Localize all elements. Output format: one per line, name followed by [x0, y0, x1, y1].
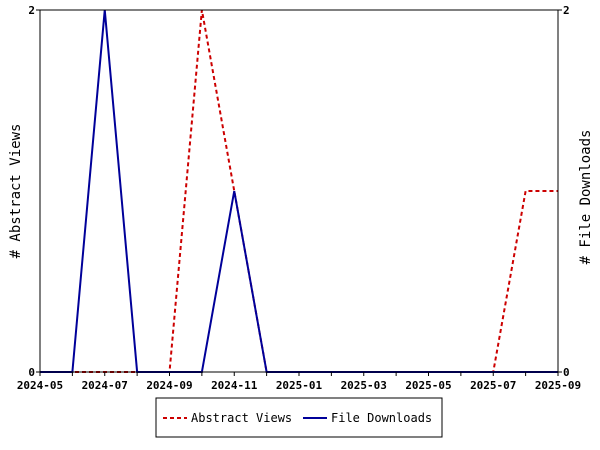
legend-box [155, 397, 443, 438]
x-tick-label: 2024-05 [17, 379, 63, 392]
legend: Abstract Views File Downloads [155, 397, 443, 438]
y-right-tick-label: 2 [563, 4, 570, 17]
series-line-abstract-views [40, 9, 558, 373]
x-tick-label: 2025-05 [405, 379, 451, 392]
plot-area [39, 9, 559, 373]
y-left-tick-label: 2 [28, 4, 35, 17]
y-right-axis-title: # File Downloads [578, 130, 594, 265]
series-layer [40, 9, 558, 373]
x-tick-label: 2024-11 [211, 379, 258, 392]
x-tick-label: 2025-07 [470, 379, 516, 392]
y-right-tick-label: 0 [563, 366, 570, 379]
x-tick-label: 2025-03 [341, 379, 387, 392]
y-left-tick-label: 0 [28, 366, 35, 379]
tick-layer [36, 9, 562, 376]
series-line-file-downloads [40, 9, 558, 373]
legend-label-abstract-views: Abstract Views [191, 411, 292, 425]
x-tick-label: 2025-01 [276, 379, 323, 392]
legend-label-file-downloads: File Downloads [331, 411, 432, 425]
y-left-axis-title: # Abstract Views [8, 124, 24, 259]
x-tick-label: 2024-09 [146, 379, 192, 392]
x-tick-label: 2025-09 [535, 379, 581, 392]
x-tick-label: 2024-07 [82, 379, 128, 392]
label-layer: 2024-05 2024-07 2024-09 2024-11 2025-01 2025-… [17, 4, 581, 392]
